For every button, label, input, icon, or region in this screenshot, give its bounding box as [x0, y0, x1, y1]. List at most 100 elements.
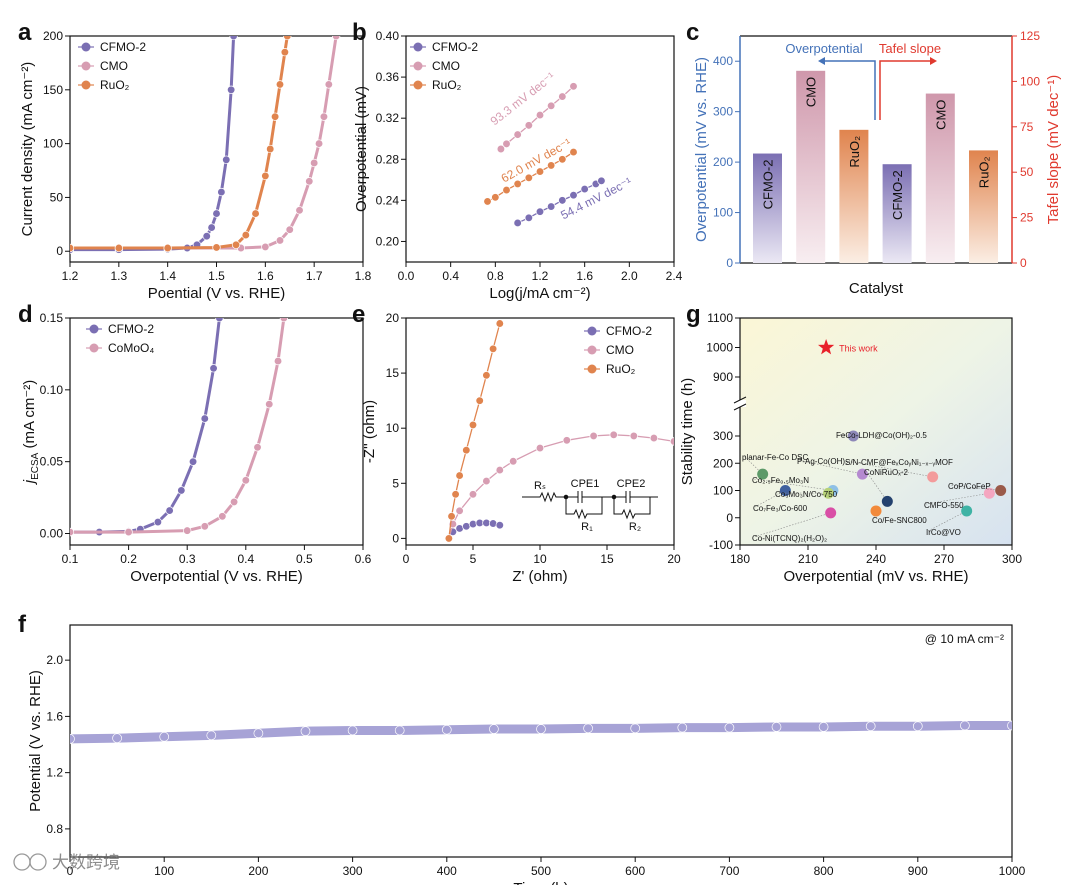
y-tick-label: 0.20 — [376, 234, 400, 248]
data-point — [536, 168, 544, 176]
circuit-r2-label: R₂ — [629, 521, 641, 533]
series-line — [70, 36, 234, 250]
data-point — [445, 535, 453, 543]
x-tick-label: 1.6 — [576, 269, 593, 283]
data-point — [536, 444, 544, 452]
data-point — [125, 528, 133, 536]
legend-label: RuO₂ — [100, 78, 130, 92]
data-point — [201, 523, 209, 531]
panel-letter-d: d — [18, 301, 33, 328]
x-tick-label: 1.3 — [110, 269, 127, 283]
data-point — [825, 507, 836, 518]
data-point — [189, 458, 197, 466]
data-point — [280, 314, 288, 322]
data-point — [559, 93, 567, 101]
data-point — [547, 203, 555, 211]
data-point — [725, 723, 734, 732]
y-tick-label: 75 — [1020, 120, 1034, 134]
circuit-node — [612, 495, 616, 499]
point-label: FeCo-LDH@Co(OH)₂-0.5 — [836, 431, 927, 440]
x-tick-label: 10 — [533, 552, 547, 566]
bar-4: CMO — [926, 94, 955, 263]
d-y-axis-label: jECSA (mA cm⁻²) — [21, 380, 41, 485]
bar-2: RuO₂ — [839, 130, 868, 263]
g-y-axis-label: Stability time (h) — [679, 378, 696, 486]
a-x-axis-label: Poential (V vs. RHE) — [148, 285, 286, 302]
x-tick-label: 1.7 — [306, 269, 323, 283]
data-point — [276, 237, 284, 245]
y-tick-label: 25 — [1020, 211, 1034, 225]
data-point — [610, 431, 618, 439]
y-tick-label: 0 — [726, 256, 733, 270]
d-x-axis-label: Overpotential (V vs. RHE) — [130, 568, 303, 585]
point-label: Co-Ni(TCNQ)₂(H₂O)₂ — [752, 534, 827, 543]
y-tick-label: 0.00 — [40, 527, 64, 541]
legend-label: CFMO-2 — [432, 40, 478, 54]
x-tick-label: 900 — [908, 864, 928, 878]
point-label: CMFO-550 — [924, 501, 964, 510]
x-tick-label: 1.2 — [532, 269, 549, 283]
data-point — [274, 357, 282, 365]
y-tick-label: 1000 — [706, 341, 733, 355]
legend-label: CMO — [606, 343, 634, 357]
y-tick-label: 0.40 — [376, 29, 400, 43]
y-tick-label: 0 — [56, 244, 63, 258]
x-tick-label: 0 — [403, 552, 410, 566]
data-point — [871, 505, 882, 516]
x-tick-label: 2.0 — [621, 269, 638, 283]
x-tick-label: 300 — [343, 864, 363, 878]
legend-label: CFMO-2 — [606, 324, 652, 338]
x-tick-label: 800 — [814, 864, 834, 878]
data-point — [570, 148, 578, 156]
y-tick-label: 200 — [713, 155, 733, 169]
bar-3: CFMO-2 — [883, 164, 912, 263]
data-point — [496, 320, 504, 328]
y-tick-label: -100 — [709, 538, 733, 552]
circuit-wires — [522, 491, 658, 518]
data-point — [301, 727, 310, 736]
b-x-axis-label: Log(j/mA cm⁻²) — [489, 285, 590, 302]
circuit-node — [564, 495, 568, 499]
highlight-label: This work — [839, 344, 878, 354]
data-point — [281, 48, 289, 56]
circuit-cpe2-label: CPE2 — [617, 478, 646, 490]
x-tick-label: 1.4 — [159, 269, 176, 283]
data-point — [772, 722, 781, 731]
data-point — [489, 520, 497, 528]
data-point — [584, 724, 593, 733]
data-point — [113, 734, 122, 743]
data-point — [315, 140, 323, 148]
y-tick-label: 50 — [1020, 165, 1034, 179]
data-point — [265, 400, 273, 408]
legend-label: CMO — [100, 59, 128, 73]
point-label: IrCo@VO — [926, 528, 961, 537]
data-point — [509, 457, 517, 465]
bar-label: CFMO-2 — [761, 160, 776, 210]
series-CFMO-2 — [66, 721, 1017, 743]
bar-0: CFMO-2 — [753, 154, 782, 263]
bar-label: RuO₂ — [977, 156, 992, 188]
panel-letter-f: f — [18, 611, 27, 638]
point-label: S/N-CMF@FeₓCoᵧNi₁₋ₓ₋ᵧMOF — [845, 458, 953, 467]
data-point — [503, 186, 511, 194]
data-point — [66, 244, 74, 252]
x-tick-label: 400 — [437, 864, 457, 878]
data-point — [252, 210, 260, 218]
data-point — [476, 397, 484, 405]
data-point — [262, 172, 270, 180]
data-point — [489, 725, 498, 734]
circuit-rs-label: Rₛ — [534, 480, 546, 492]
x-tick-label: 5 — [470, 552, 477, 566]
panel-letter-b: b — [352, 19, 367, 46]
point-label: P-Ag-Co(OH)₂ — [797, 457, 848, 466]
series-RuO₂ — [445, 320, 504, 542]
y-tick-label: 0.28 — [376, 152, 400, 166]
y-tick-label: 100 — [43, 137, 63, 151]
point-label: Co₂.₅Fe₀.₅Mo₃N — [752, 476, 809, 485]
data-point — [442, 725, 451, 734]
data-point — [496, 521, 504, 529]
